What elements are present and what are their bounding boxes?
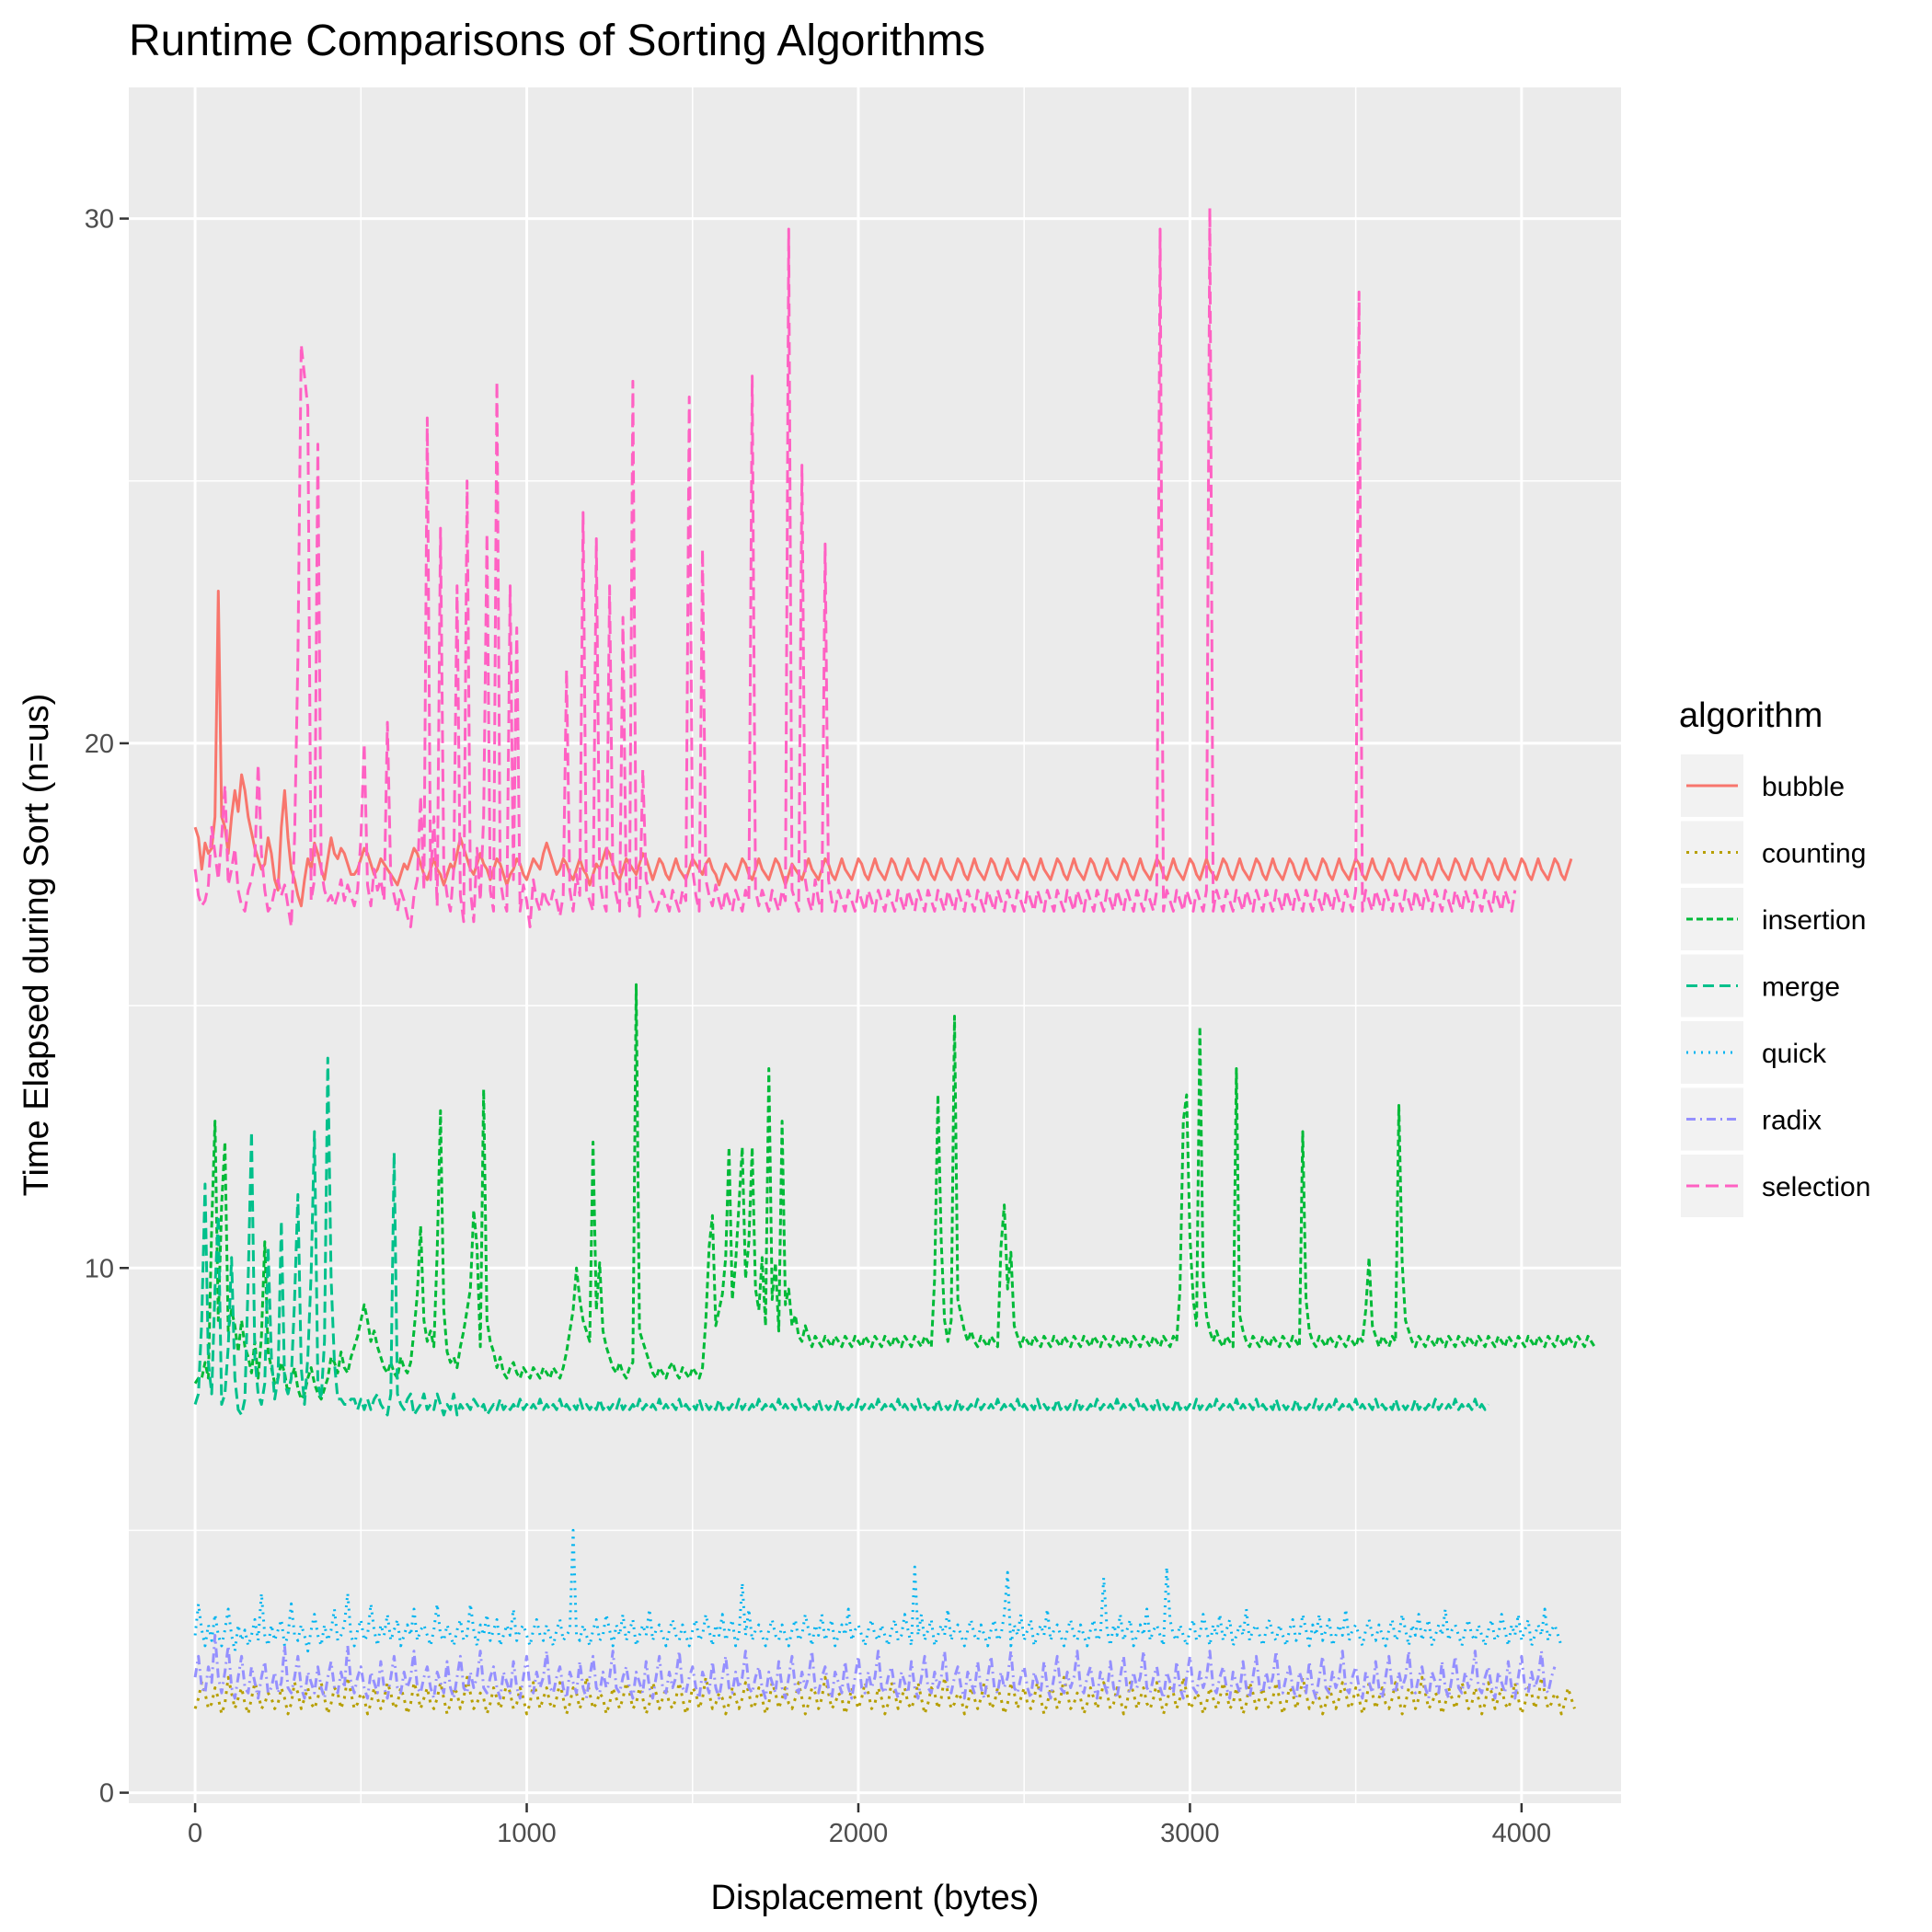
series-line-selection [193, 206, 1517, 928]
grid-major [129, 87, 1621, 1803]
legend-label-quick: quick [1762, 1039, 1827, 1069]
legend-items: bubble counting insertion merge quick radix se… [1681, 754, 1870, 1217]
legend-label-radix: radix [1762, 1106, 1822, 1136]
y-axis-title: Time Elapsed during Sort (n=us) [17, 694, 56, 1197]
legend-label-insertion: insertion [1762, 905, 1866, 936]
series-line-radix [193, 1634, 1557, 1700]
series-line-counting [193, 1675, 1576, 1716]
series-line-merge [193, 1056, 1490, 1417]
x-tick-label: 0 [188, 1819, 202, 1848]
x-tick-label: 4000 [1492, 1819, 1552, 1848]
panel-background [129, 87, 1621, 1803]
legend-label-selection: selection [1762, 1172, 1870, 1202]
y-tick-label: 10 [85, 1254, 114, 1283]
y-tick-label: 20 [85, 730, 114, 759]
grid-minor [129, 87, 1621, 1803]
x-axis: 0 1000 2000 3000 4000 [188, 1803, 1551, 1848]
x-tick-label: 3000 [1160, 1819, 1220, 1848]
x-axis-title: Displacement (bytes) [711, 1879, 1040, 1917]
legend-label-merge: merge [1762, 972, 1840, 1003]
series-line-insertion [193, 983, 1596, 1401]
y-tick-label: 0 [99, 1779, 114, 1809]
x-tick-label: 2000 [829, 1819, 889, 1848]
legend-label-bubble: bubble [1762, 772, 1845, 802]
legend-title: algorithm [1679, 696, 1823, 735]
series-layer [193, 206, 1596, 1716]
chart-title: Runtime Comparisons of Sorting Algorithm… [129, 17, 985, 65]
series-line-quick [193, 1528, 1563, 1653]
legend-label-counting: counting [1762, 839, 1866, 869]
y-axis: 0 10 20 30 [85, 205, 129, 1809]
y-tick-label: 30 [85, 205, 114, 235]
legend: algorithm bubble counting insertion merge qu… [1679, 696, 1870, 1217]
plot-panel [129, 87, 1621, 1803]
legend-key-quick [1681, 1021, 1743, 1084]
x-tick-label: 1000 [497, 1819, 557, 1848]
